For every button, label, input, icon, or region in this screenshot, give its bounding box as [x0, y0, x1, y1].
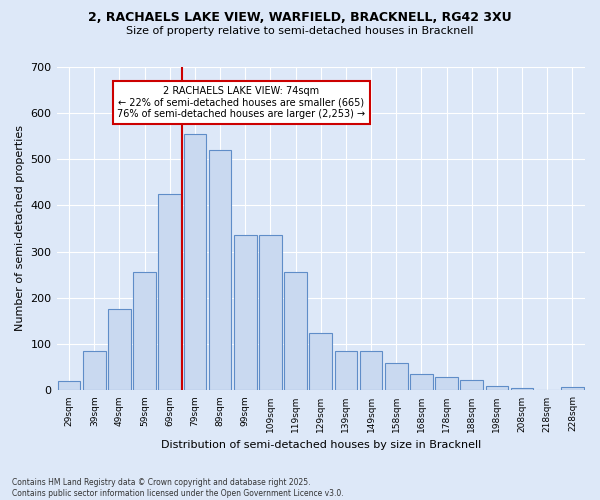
X-axis label: Distribution of semi-detached houses by size in Bracknell: Distribution of semi-detached houses by …	[161, 440, 481, 450]
Bar	[410, 374, 433, 390]
Bar	[184, 134, 206, 390]
Bar	[108, 310, 131, 390]
Bar	[360, 351, 382, 391]
Bar	[310, 332, 332, 390]
Bar	[385, 362, 407, 390]
Bar	[435, 378, 458, 390]
Text: Contains HM Land Registry data © Crown copyright and database right 2025.
Contai: Contains HM Land Registry data © Crown c…	[12, 478, 344, 498]
Bar	[133, 272, 156, 390]
Bar	[284, 272, 307, 390]
Bar	[58, 381, 80, 390]
Bar	[561, 387, 584, 390]
Bar	[335, 351, 357, 391]
Text: 2, RACHAELS LAKE VIEW, WARFIELD, BRACKNELL, RG42 3XU: 2, RACHAELS LAKE VIEW, WARFIELD, BRACKNE…	[88, 11, 512, 24]
Text: Size of property relative to semi-detached houses in Bracknell: Size of property relative to semi-detach…	[126, 26, 474, 36]
Bar	[158, 194, 181, 390]
Bar	[511, 388, 533, 390]
Bar	[234, 236, 257, 390]
Bar	[209, 150, 232, 390]
Bar	[259, 236, 282, 390]
Bar	[83, 351, 106, 391]
Text: 2 RACHAELS LAKE VIEW: 74sqm
← 22% of semi-detached houses are smaller (665)
76% : 2 RACHAELS LAKE VIEW: 74sqm ← 22% of sem…	[118, 86, 365, 119]
Bar	[460, 380, 483, 390]
Bar	[485, 386, 508, 390]
Y-axis label: Number of semi-detached properties: Number of semi-detached properties	[15, 126, 25, 332]
